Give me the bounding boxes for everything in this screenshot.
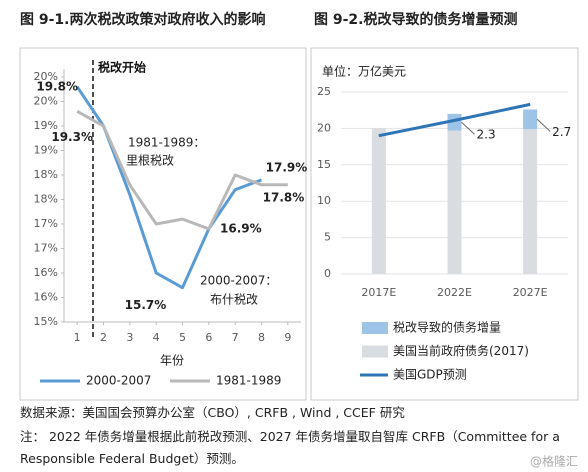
annotation: 1981-1989：: [128, 136, 205, 150]
y-tick-label: 20%: [34, 95, 58, 108]
data-label: 2.3: [477, 128, 496, 142]
bar: [523, 109, 538, 130]
y-tick-label: 15: [317, 158, 331, 171]
annotation: 2000-2007：: [200, 274, 277, 288]
y-tick-label: 18%: [34, 193, 58, 206]
data-line: [75, 85, 263, 290]
y-tick-label: 15%: [34, 315, 58, 328]
x-tick-label: 8: [258, 331, 265, 344]
y-tick-label: 16%: [34, 291, 58, 304]
y-tick-label: 20: [317, 121, 331, 134]
x-tick-label: 2022E: [437, 286, 472, 299]
y-tick-label: 16%: [34, 266, 58, 279]
x-tick-label: 5: [179, 331, 186, 344]
data-label: 19.3%: [51, 130, 93, 144]
x-tick-label: 4: [153, 331, 160, 344]
x-tick-label: 2027E: [513, 286, 548, 299]
legend-label: 美国当前政府债务(2017): [393, 343, 529, 358]
bar: [371, 128, 386, 274]
y-tick-label: 18%: [34, 168, 58, 181]
data-label: 2.7: [552, 125, 571, 139]
bar: [447, 130, 462, 274]
y-tick-label: 5: [324, 231, 331, 244]
x-tick-label: 7: [232, 331, 239, 344]
y-tick-label: 0: [324, 267, 331, 280]
legend-label: 1981-1989: [216, 374, 281, 388]
y-tick-label: 10: [317, 194, 331, 207]
legend-label: 税改导致的债务增量: [393, 320, 501, 335]
x-tick-label: 3: [126, 331, 133, 344]
x-tick-label: 1: [74, 331, 81, 344]
annotation: 税改开始: [98, 60, 146, 75]
bar: [447, 113, 462, 131]
source-note: 数据来源：美国国会预算办公室（CBO）, CRFB , Wind , CCEF …: [20, 405, 405, 420]
label-leader: [536, 118, 551, 132]
left-frame: [19, 47, 307, 401]
label-leader: [461, 121, 475, 135]
legend-swatch: [362, 345, 388, 358]
x-tick-label: 2: [100, 331, 107, 344]
x-axis-label: 年份: [160, 354, 184, 368]
y-tick-label: 20%: [34, 70, 58, 83]
chart-title: 图 9-2.税改导致的债务增量预测: [314, 11, 518, 28]
y-tick-label: 17%: [34, 242, 58, 255]
y-tick-label: 25: [317, 85, 331, 98]
data-label: 19.8%: [36, 79, 78, 93]
y-tick-label: 19%: [34, 119, 58, 132]
legend-swatch: [362, 322, 388, 334]
legend-label: 美国GDP预测: [393, 368, 467, 382]
x-tick-label: 9: [284, 331, 291, 344]
y-axis-label: 单位：万亿美元: [322, 64, 406, 79]
footnote: 注： 2022 年债务增量根据此前税改预测、2027 年债务增量取自智库 CRF…: [20, 429, 560, 466]
x-tick-label: 6: [205, 331, 212, 344]
data-label: 17.9%: [266, 160, 308, 174]
chart-title: 图 9-1.两次税改政策对政府收入的影响: [20, 11, 266, 28]
data-line: [76, 109, 288, 231]
data-label: 15.7%: [125, 298, 167, 312]
annotation: 里根税改: [126, 154, 174, 168]
data-label: 17.8%: [263, 190, 305, 204]
x-tick-label: 2017E: [361, 286, 396, 299]
y-tick-label: 19%: [34, 144, 58, 157]
annotation: 布什税改: [210, 293, 258, 307]
right-frame: [310, 47, 579, 401]
data-line: [378, 102, 531, 138]
bar: [523, 129, 538, 274]
data-label: 16.9%: [220, 221, 262, 235]
legend-label: 2000-2007: [86, 374, 151, 388]
y-tick-label: 17%: [34, 217, 58, 230]
watermark: @格隆汇: [530, 454, 578, 469]
